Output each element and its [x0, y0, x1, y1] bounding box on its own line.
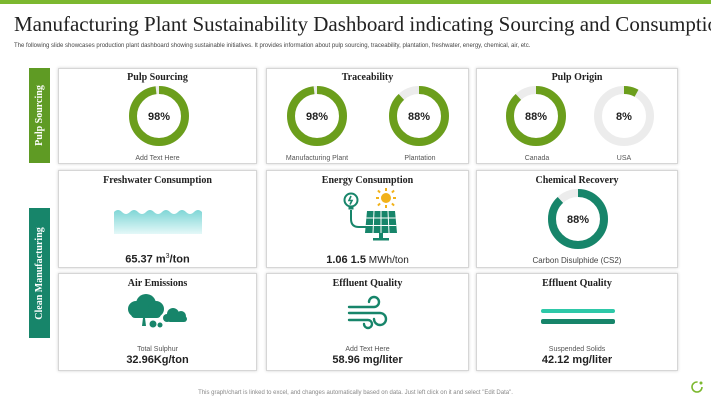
sun-icon — [376, 188, 396, 208]
solar-panel-icon — [365, 210, 397, 241]
logo-icon — [691, 381, 703, 393]
card-pulp-sourcing: Pulp Sourcing 98% Add Text Here — [58, 68, 257, 164]
card-freshwater-consumption: Freshwater Consumption 65.37 m3/ton — [58, 170, 257, 268]
solar-energy-icon — [343, 188, 397, 241]
page-title: Manufacturing Plant Sustainability Dashb… — [14, 12, 711, 36]
card-title: Pulp Origin — [551, 72, 603, 83]
footer-note: This graph/chart is linked to excel, and… — [198, 390, 513, 396]
card-energy-consumption: Energy Consumption 1.06 1.5 MWh/to — [266, 170, 469, 268]
section-label-clean-manufacturing-text: Clean Manufacturing — [34, 226, 45, 320]
effluent-2-caption: Suspended Solids — [548, 346, 606, 353]
cable-line — [350, 210, 371, 228]
freshwater-value: 65.37 m3/ton — [59, 253, 256, 266]
traceability-plantation-caption: Plantation — [404, 155, 436, 162]
donut-value-text: 98% — [306, 111, 328, 123]
wind-icon — [347, 295, 388, 330]
donut-progress-arc — [506, 86, 566, 146]
pulp-sourcing-caption: Add Text Here — [135, 155, 180, 162]
card-title: Freshwater Consumption — [103, 175, 212, 186]
traceability-plant-caption: Manufacturing Plant — [285, 155, 349, 162]
card-effluent-quality-1: Effluent Quality Add Text Here 58.96 mg/… — [266, 273, 469, 371]
card-title: Effluent Quality — [332, 278, 403, 289]
chemical-recovery-caption: Carbon Disulphide (CS2) — [532, 256, 622, 265]
air-emissions-value: 32.96Kg/ton — [126, 354, 189, 366]
donut-progress-arc — [548, 189, 608, 249]
donut-progress-arc — [594, 86, 654, 146]
card-pulp-origin: Pulp Origin 88% Canada 8% USA — [476, 68, 678, 164]
pulp-origin-canada-caption: Canada — [524, 155, 550, 162]
donut-progress-arc — [287, 86, 347, 146]
donut-value-text: 98% — [148, 111, 170, 123]
donut-value-text: 8% — [616, 111, 632, 123]
section-label-pulp-sourcing: Pulp Sourcing — [29, 68, 50, 163]
page-subtitle: The following slide showcases production… — [14, 43, 531, 49]
card-effluent-quality-2: Effluent Quality Suspended Solids 42.12 … — [476, 273, 678, 371]
pulp-origin-canada-donut: 88% — [506, 86, 566, 146]
lightbulb-icon — [343, 192, 359, 210]
section-label-clean-manufacturing: Clean Manufacturing — [29, 208, 50, 338]
freshwater-value-main: 65.37 m — [125, 253, 166, 266]
card-title: Effluent Quality — [542, 278, 612, 289]
effluent-2-value: 42.12 mg/liter — [541, 354, 613, 366]
top-accent-bar — [0, 0, 711, 4]
energy-value: 1.06 1.5 MWh/ton — [267, 254, 468, 266]
effluent-1-caption: Add Text Here — [345, 346, 390, 353]
donut-value-text: 88% — [525, 111, 547, 123]
air-emissions-caption: Total Sulphur — [137, 346, 178, 353]
traceability-plantation-donut: 88% — [389, 86, 449, 146]
donut-value-text: 88% — [567, 214, 589, 226]
card-traceability: Traceability 98% Manufacturing Plant 88%… — [266, 68, 469, 164]
card-title: Traceability — [341, 72, 394, 83]
section-label-pulp-sourcing-text: Pulp Sourcing — [34, 85, 46, 146]
water-wave-icon — [114, 210, 202, 234]
card-title: Chemical Recovery — [535, 175, 619, 186]
donut-value-text: 88% — [408, 111, 430, 123]
card-title: Pulp Sourcing — [127, 72, 188, 83]
pulp-sourcing-donut: 98% — [129, 86, 189, 146]
card-title: Energy Consumption — [321, 175, 414, 186]
pulp-origin-usa-donut: 8% — [594, 86, 654, 146]
card-title: Air Emissions — [127, 278, 188, 289]
suspended-solids-bars-icon — [541, 309, 615, 324]
freshwater-value-sup: 3 — [165, 253, 170, 260]
smoke-cloud-icon — [128, 294, 187, 328]
chemical-recovery-donut: 88% — [548, 189, 608, 249]
donut-progress-arc — [389, 86, 449, 146]
effluent-1-value: 58.96 mg/liter — [332, 354, 403, 366]
traceability-plant-donut: 98% — [287, 86, 347, 146]
energy-value-unit: MWh/ton — [365, 255, 409, 266]
pulp-origin-usa-caption: USA — [616, 155, 632, 162]
energy-value-main: 1.06 1.5 — [326, 254, 366, 266]
donut-progress-arc — [129, 86, 189, 146]
card-air-emissions: Air Emissions Total Sulphur 32.96Kg/ton — [58, 273, 257, 371]
freshwater-value-unit: /ton — [169, 253, 190, 266]
card-chemical-recovery: Chemical Recovery 88% Carbon Disulphide … — [476, 170, 678, 268]
